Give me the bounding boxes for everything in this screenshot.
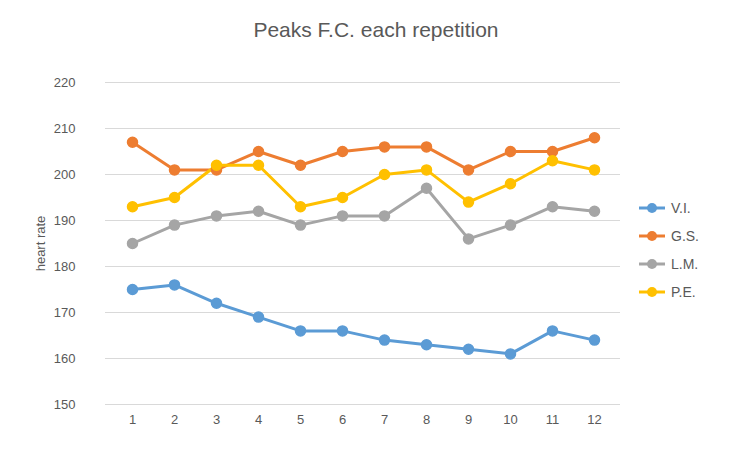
html-text:Peaks F.C. each repetition: Peaks F.C. each repetition [253,18,499,41]
svg-text:180: 180 [54,259,76,274]
svg-text:220: 220 [54,75,76,90]
svg-text:3: 3 [213,412,220,427]
svg-text:150: 150 [54,397,76,412]
svg-text:11: 11 [546,412,560,427]
svg-text:12: 12 [587,412,601,427]
html-text:L.M.: L.M. [671,255,699,272]
svg-text:200: 200 [54,167,76,182]
svg-text:2: 2 [171,412,178,427]
svg-text:170: 170 [54,305,76,320]
html-text:G.S.: G.S. [671,227,699,244]
svg-text:10: 10 [503,412,517,427]
svg-text:1: 1 [129,412,136,427]
html-text:V.I.: V.I. [671,199,691,216]
svg-text:5: 5 [297,412,304,427]
svg-text:190: 190 [54,213,76,228]
svg-text:9: 9 [465,412,472,427]
svg-text:210: 210 [54,121,76,136]
svg-text:7: 7 [381,412,388,427]
svg-text:8: 8 [423,412,430,427]
svg-text:4: 4 [255,412,262,427]
svg-text:6: 6 [339,412,346,427]
svg-text:160: 160 [54,351,76,366]
html-text:P.E.: P.E. [671,283,696,300]
svg-text:heart rate: heart rate [33,216,48,272]
